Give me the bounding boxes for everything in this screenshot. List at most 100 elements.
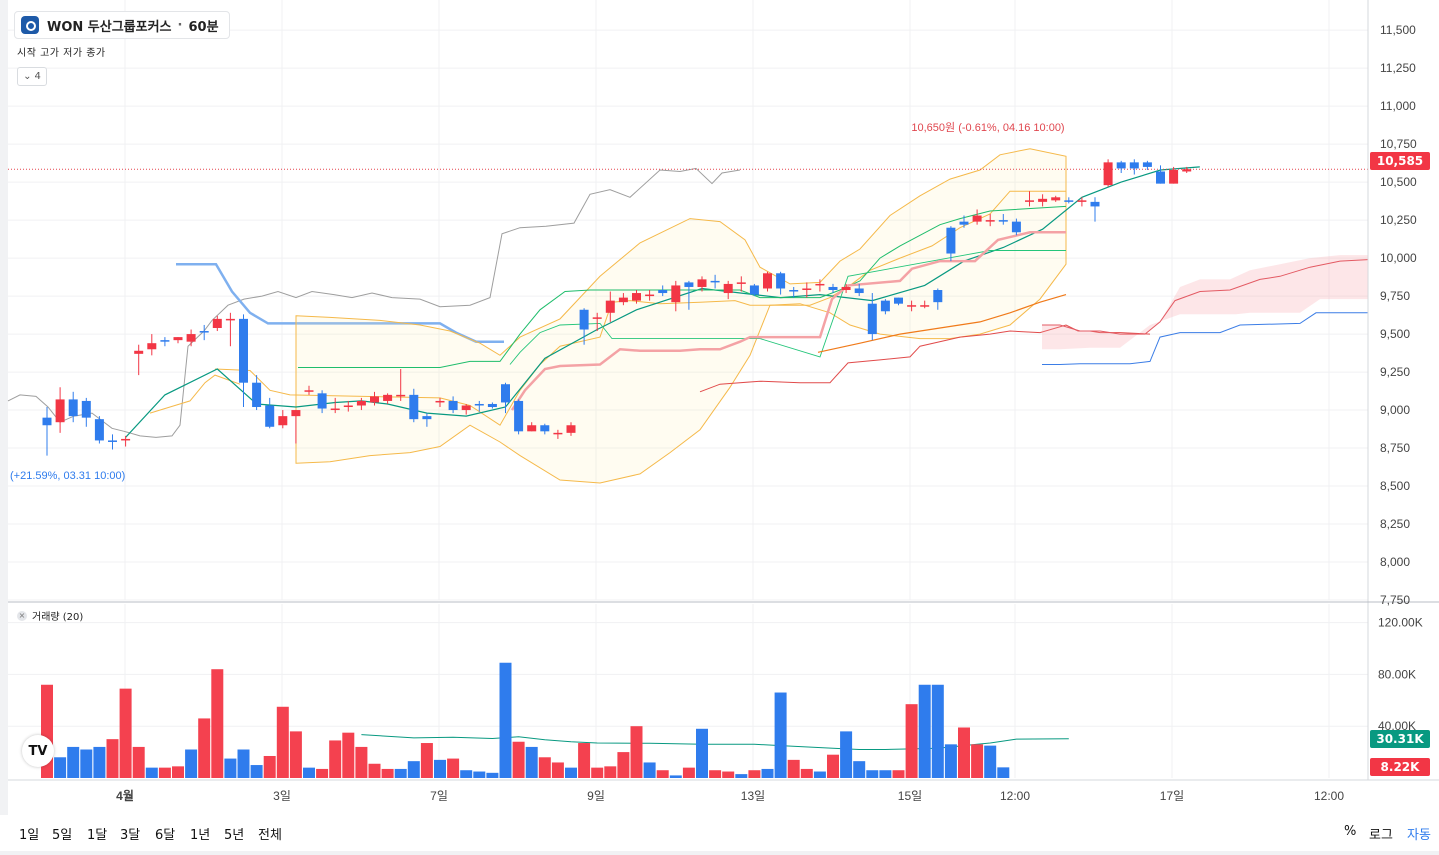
trend-line (817, 294, 1067, 353)
candle-body (907, 305, 917, 307)
candle-body (959, 221, 969, 225)
period-6m[interactable]: 6달 (155, 828, 176, 843)
ichimoku-cloud (1042, 255, 1368, 350)
candle-body (422, 416, 432, 420)
volume-bar (355, 746, 368, 778)
volume-bar (669, 775, 682, 778)
time-tick-label: 12:00 (1000, 789, 1030, 803)
volume-bar (250, 765, 263, 778)
candle-body (605, 300, 615, 313)
volume-bar (971, 744, 984, 778)
volume-bar (827, 754, 839, 778)
last-volume-tag: 8.22K (1370, 758, 1430, 776)
period-1m[interactable]: 1달 (87, 828, 108, 843)
volume-bar (394, 768, 407, 778)
volume-bar (381, 768, 394, 778)
time-tick-label: 15일 (898, 789, 922, 803)
candle-body (173, 337, 183, 341)
volume-bar (185, 749, 198, 778)
candle-body (867, 303, 877, 335)
volume-bar (368, 763, 381, 778)
indicator-count: 4 (34, 71, 41, 82)
candle-body (252, 382, 262, 408)
price-tick-label: 9,750 (1380, 289, 1410, 303)
candle-body (645, 294, 655, 297)
candle-body (121, 438, 131, 441)
close-icon[interactable]: × (17, 610, 27, 621)
candle-body (265, 405, 275, 427)
candle-body (435, 400, 445, 403)
candle-body (514, 400, 524, 432)
axes: 11,500 11,250 11,000 10,750 10,500 10,250 10,0… (8, 0, 1439, 815)
period-1d[interactable]: 1일 (19, 828, 40, 843)
auto-scale-button[interactable]: 자동 (1407, 828, 1431, 843)
price-tick-label: 8,750 (1380, 441, 1410, 455)
volume-bar (905, 704, 918, 778)
candle-body (487, 403, 497, 408)
symbol-legend[interactable]: WON 두산그룹포커스 · 60분 (14, 11, 230, 39)
candle-body (658, 290, 668, 294)
volume-bar (525, 746, 538, 778)
volume-bar (853, 761, 866, 778)
candle-body (278, 416, 288, 426)
candle-body (592, 317, 602, 319)
candle-body (108, 440, 117, 442)
candle-body (1051, 197, 1061, 201)
volume-bar (774, 692, 787, 778)
candle-body (1064, 200, 1074, 202)
volume-bar (892, 770, 905, 778)
volume-bar (565, 767, 577, 778)
candle-body (330, 408, 340, 411)
volume-bar (237, 749, 250, 778)
interval-label: 60분 (188, 19, 219, 35)
volume-bar (735, 774, 748, 778)
volume-bar (813, 771, 826, 778)
candle-body (291, 410, 301, 417)
period-3m[interactable]: 3달 (120, 828, 141, 843)
volume-bar (303, 767, 315, 778)
volume-bar (800, 768, 813, 778)
candle-body (1116, 162, 1126, 169)
indicator-overlays (7, 148, 1369, 750)
volume-bar (198, 718, 211, 778)
volume-bar (866, 770, 879, 778)
volume-bar (617, 752, 630, 778)
candle-body (894, 297, 903, 304)
volume-bar (132, 746, 145, 778)
volume-bar (944, 744, 957, 778)
candle-body (684, 282, 694, 287)
period-all[interactable]: 전체 (258, 828, 282, 843)
candle-body (985, 220, 995, 222)
candle-body (998, 220, 1008, 222)
volume-bar (879, 770, 892, 778)
volume-bar (722, 771, 735, 778)
candle-body (972, 215, 982, 222)
period-5y[interactable]: 5년 (224, 828, 245, 843)
volume-bar (145, 767, 158, 778)
symbol-logo-icon (21, 16, 39, 34)
candle-body (317, 393, 327, 409)
chart-canvas[interactable]: 11,500 11,250 11,000 10,750 10,500 10,250 10,0… (0, 0, 1439, 815)
moving-average-line (125, 166, 1200, 438)
volume-bar (643, 762, 656, 778)
candle-body (1077, 200, 1087, 202)
tradingview-logo[interactable]: TV (22, 735, 54, 767)
candle-body (671, 285, 681, 303)
indicators-collapse-button[interactable]: ⌄ 4 (17, 67, 47, 86)
price-tick-label: 8,500 (1380, 479, 1410, 493)
lagging-span-line (7, 167, 741, 438)
candle-body (946, 227, 956, 254)
period-5d[interactable]: 5일 (52, 828, 73, 843)
log-scale-button[interactable]: 로그 (1369, 828, 1393, 843)
candle-body (841, 286, 851, 291)
volume-bar (158, 767, 171, 778)
candle-body (697, 279, 707, 287)
candle-body (553, 432, 563, 435)
volume-bar (460, 770, 473, 778)
candle-body (461, 405, 471, 411)
price-tick-label: 8,250 (1380, 517, 1410, 531)
candle-body (854, 288, 864, 294)
period-1y[interactable]: 1년 (190, 828, 211, 843)
percent-scale-button[interactable]: % (1344, 824, 1357, 839)
volume-bar (224, 758, 237, 778)
